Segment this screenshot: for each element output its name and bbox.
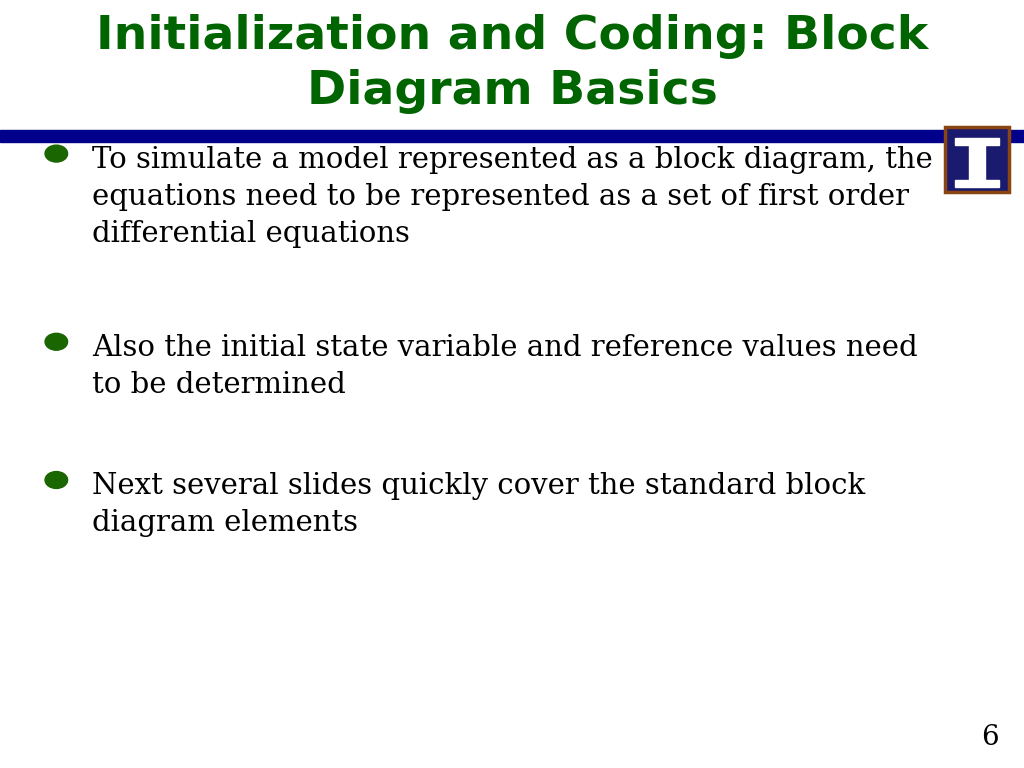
Text: 6: 6 [981,724,998,751]
Bar [970,145,984,180]
Text: Initialization and Coding: Block: Initialization and Coding: Block [96,14,928,59]
Circle shape [45,472,68,488]
Text: Diagram Basics: Diagram Basics [306,69,718,114]
Text: To simulate a model represented as a block diagram, the
equations need to be rep: To simulate a model represented as a blo… [92,146,933,247]
Bar [954,180,999,187]
FancyBboxPatch shape [945,127,1009,192]
Text: Also the initial state variable and reference values need
to be determined: Also the initial state variable and refe… [92,334,918,399]
Circle shape [45,145,68,162]
Text: Next several slides quickly cover the standard block
diagram elements: Next several slides quickly cover the st… [92,472,865,537]
Bar [0,131,1024,142]
Circle shape [45,333,68,350]
Bar [954,138,999,145]
